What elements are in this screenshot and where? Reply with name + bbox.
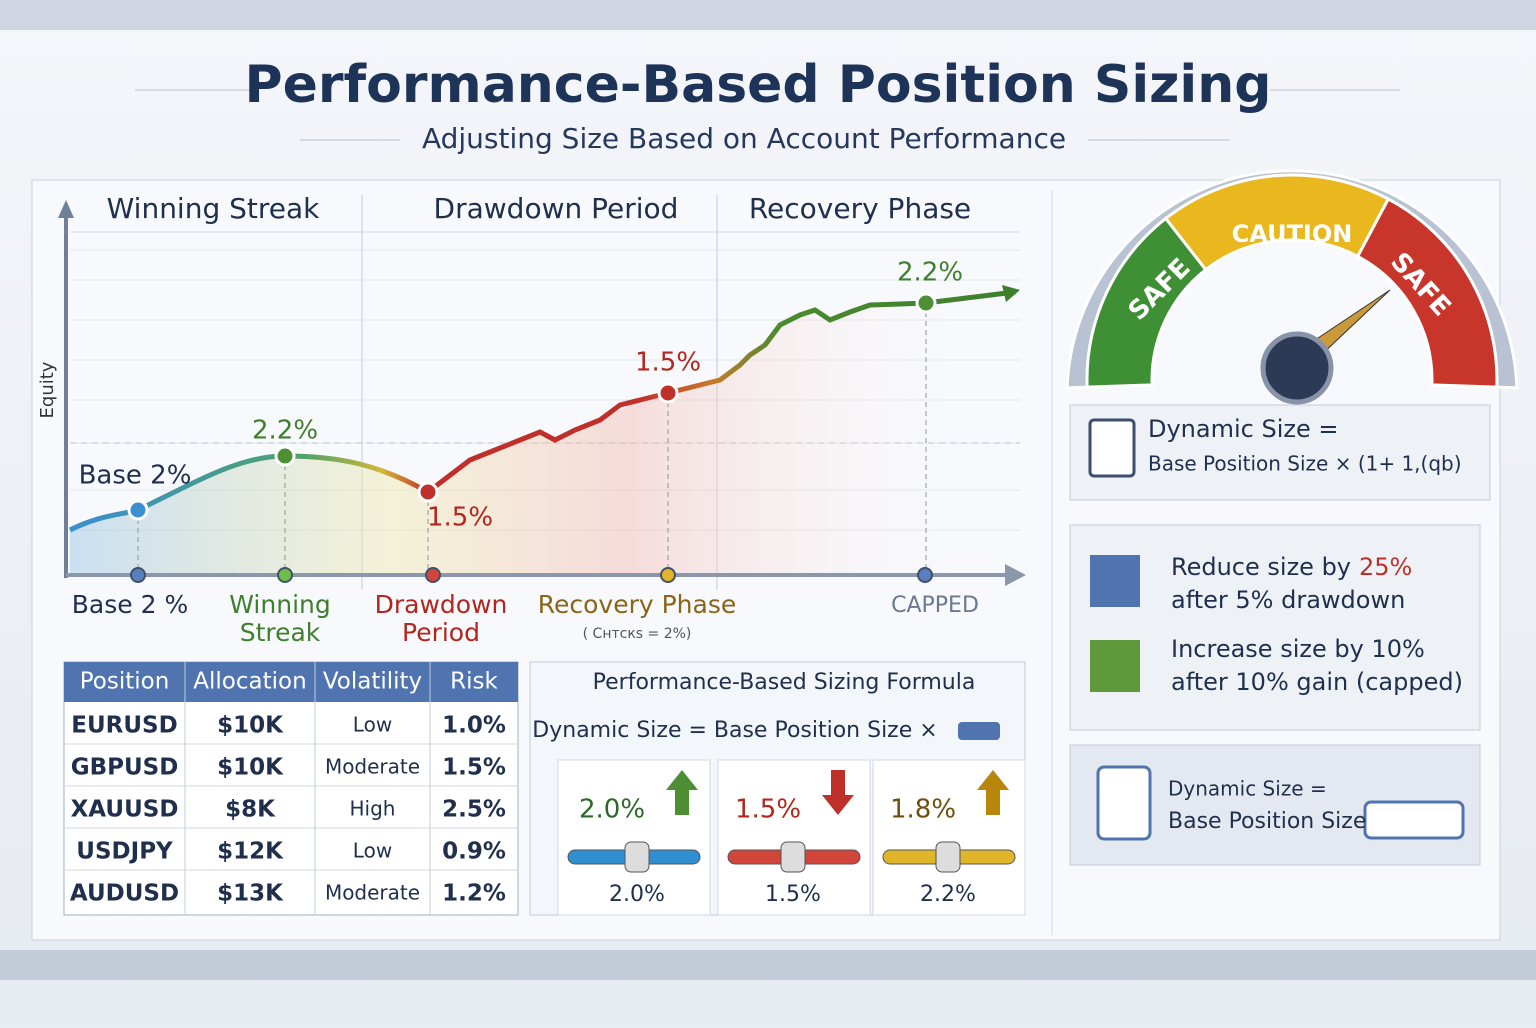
label: Risk [450,669,498,695]
point [657,382,679,404]
label: Base 2 % [72,590,188,619]
bottom-bar [0,950,1536,980]
label: 1.5% [442,755,506,781]
axis-dot [277,567,293,583]
point [915,292,937,314]
axis-dot [917,567,933,583]
label: $10K [217,755,284,781]
label: Low [353,713,392,737]
label: Streak [240,618,321,647]
label: Dynamic Size = [1168,777,1327,801]
label: after 5% drawdown [1171,586,1405,614]
label: 0.9% [442,839,506,865]
label: 1.5% [635,348,701,378]
icon [958,722,1000,740]
label: 2.2% [897,258,963,288]
label: Winning [229,590,330,619]
axis-dot [130,567,146,583]
point [417,481,439,503]
label: ( Cнтcкs = 2%) [583,626,692,642]
label: 2.5% [442,797,506,823]
axis-dot [660,567,676,583]
arrow [1005,564,1026,586]
label: Recovery Phase [749,192,971,225]
label: CAPPED [891,593,979,618]
label: Base Position Size [1168,809,1366,834]
icon [1090,640,1140,692]
label: Allocation [193,669,306,695]
axis-dot [425,567,441,583]
arrow [58,200,74,218]
label: 1.0% [442,713,506,739]
label: Dynamic Size = Base Position Size × [532,718,937,743]
slider-knob [780,841,806,873]
label: CAUTION [1232,220,1353,248]
label: XAUUSD [71,797,179,823]
label: Volatility [323,669,422,695]
hub [1260,331,1334,405]
table-header [64,662,518,702]
milestones [127,292,937,583]
highlight: 25% [1359,553,1412,581]
label: after 10% gain (capped) [1171,668,1463,696]
label: $8K [225,797,276,823]
label: 2.2% [252,416,318,446]
label: Adjusting Size Based on Account Performa… [422,122,1066,155]
arrow [977,770,1009,815]
icon [1090,555,1140,607]
arrow [666,770,698,815]
label: Low [353,839,392,863]
label: Moderate [325,881,420,905]
arrow [1002,285,1020,302]
label: Recovery Phase [538,590,737,619]
arrow [822,770,854,815]
label: GBPUSD [71,755,179,781]
label: 1.5% [427,503,493,533]
label: Moderate [325,755,420,779]
label: Performance-Based Sizing Formula [593,670,976,695]
label: $13K [217,881,284,907]
label: 2.0% [579,795,645,825]
label: 1.8% [890,795,956,825]
label: Position [80,669,170,695]
label: Equity [37,361,58,418]
label: 1.5% [735,795,801,825]
label: 2.2% [920,882,976,907]
label: AUDUSD [70,881,179,907]
icon [1088,418,1136,478]
label: Winning Streak [107,192,321,225]
box [1069,404,1491,501]
slider-knob [935,841,961,873]
point [274,445,296,467]
label: Performance-Based Position Sizing [245,55,1272,115]
label: Reduce size by 25% [1171,553,1412,581]
label: EURUSD [71,713,177,739]
slider-knob [624,841,650,873]
label: 2.0% [609,882,665,907]
pill [1363,800,1465,840]
label: Base Position Size × (1+ 1,(qb) [1148,452,1462,476]
label: Dynamic Size = [1148,415,1338,443]
point [127,499,149,521]
icon [1096,765,1152,841]
gauge-segment [1355,196,1499,389]
label: Increase size by 10% [1171,635,1425,663]
label: High [350,797,396,821]
label: Base 2% [79,461,192,491]
label: 1.2% [442,881,506,907]
label: 1.5% [765,882,821,907]
label: Drawdown Period [434,192,679,225]
label: $12K [217,839,284,865]
label: Drawdown [375,590,508,619]
label: $10K [217,713,284,739]
label: USDJPY [76,839,173,865]
top-bar [0,0,1536,30]
label: Period [402,618,480,647]
